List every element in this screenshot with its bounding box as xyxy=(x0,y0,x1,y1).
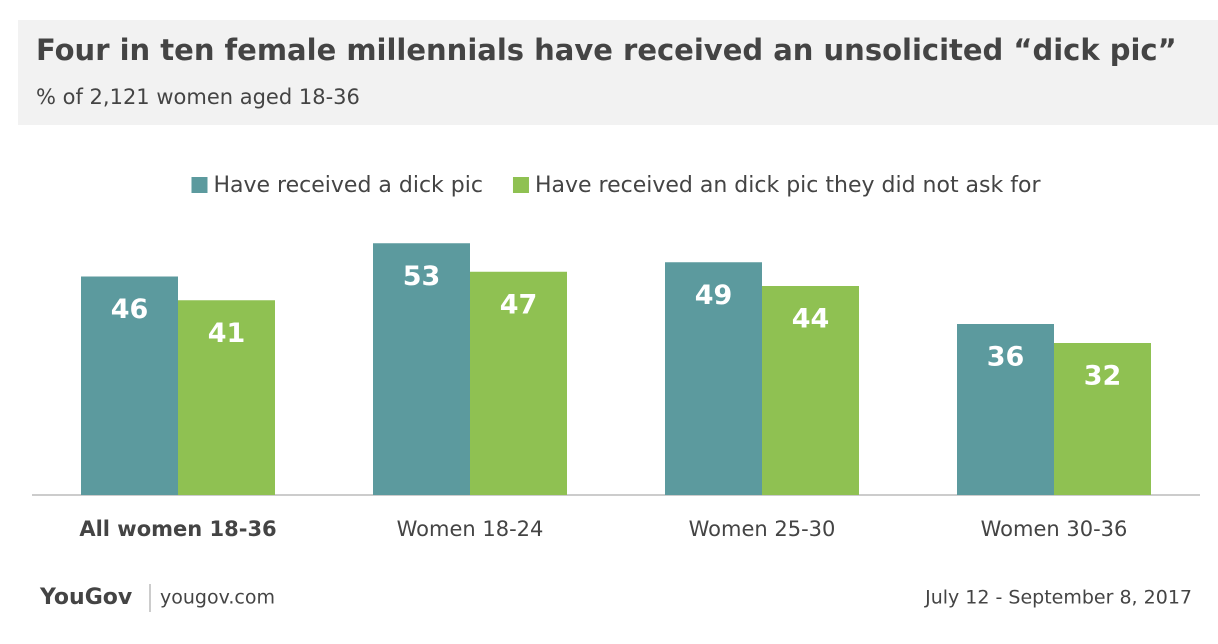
legend-swatch xyxy=(512,177,529,193)
source: yougov.com xyxy=(160,587,275,609)
bar xyxy=(373,243,470,495)
data-label: 41 xyxy=(208,318,246,349)
bar xyxy=(1054,343,1151,495)
legend-swatch xyxy=(191,177,208,193)
data-label: 53 xyxy=(403,261,441,292)
data-label: 49 xyxy=(695,280,733,311)
data-label: 44 xyxy=(792,304,830,335)
legend-label: Have received a dick pic xyxy=(213,173,482,198)
chart-title: Four in ten female millennials have rece… xyxy=(36,33,1177,67)
data-label: 47 xyxy=(500,289,538,320)
header-background xyxy=(18,20,1218,125)
logo: YouGov xyxy=(39,585,133,610)
bar xyxy=(81,276,178,495)
bar xyxy=(470,271,567,495)
chart-subtitle: % of 2,121 women aged 18-36 xyxy=(36,85,360,109)
x-tick-label: Women 30-36 xyxy=(981,517,1128,541)
bar xyxy=(178,300,275,495)
bar xyxy=(762,286,859,495)
bar xyxy=(665,262,762,495)
legend-label: Have received an dick pic they did not a… xyxy=(535,173,1041,198)
date: July 12 - September 8, 2017 xyxy=(924,587,1192,609)
data-label: 46 xyxy=(111,294,149,325)
bar xyxy=(957,324,1054,495)
data-label: 32 xyxy=(1084,361,1122,392)
data-label: 36 xyxy=(987,342,1025,373)
x-tick-label: Women 25-30 xyxy=(689,517,836,541)
x-tick-label: All women 18-36 xyxy=(79,517,276,541)
x-tick-label: Women 18-24 xyxy=(397,517,544,541)
